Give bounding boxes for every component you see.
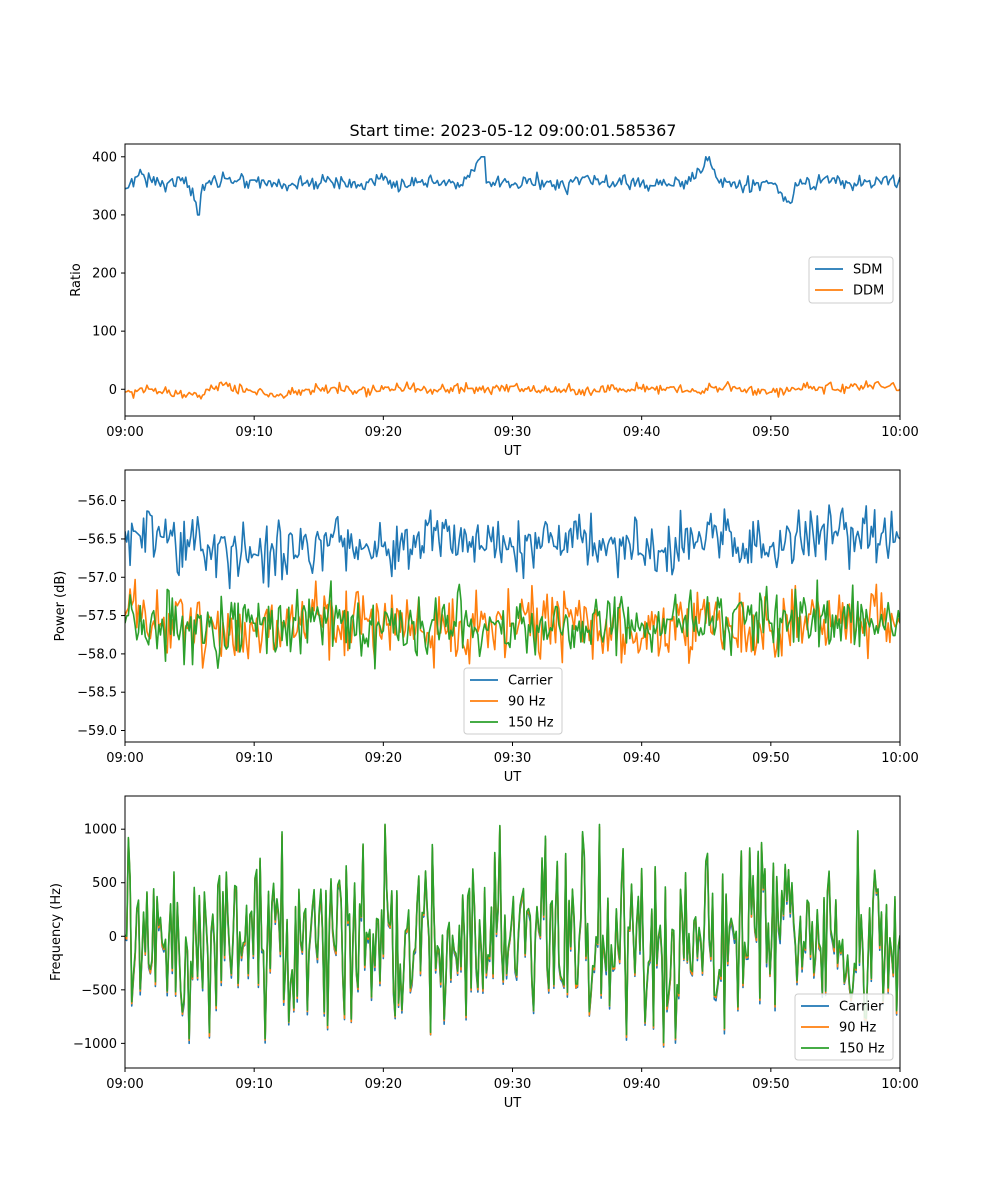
x-tick-label: 09:30	[494, 1077, 531, 1092]
x-tick-label: 09:20	[365, 1077, 402, 1092]
legend-label: Carrier	[839, 1000, 884, 1015]
chart-panel-1: 09:00 09:10 09:20 09:30 09:40 09:50 10:00 UT 0 10…	[69, 143, 919, 459]
y-tick-label: −1000	[73, 1037, 117, 1052]
chart-panel-3: 09:00 09:10 09:20 09:30 09:40 09:50 10:00 UT −10…	[49, 795, 919, 1111]
x-tick-label: 09:10	[235, 751, 272, 766]
series-line-150-hz	[125, 823, 900, 1044]
legend-label: 150 Hz	[508, 716, 554, 731]
x-axis-label: UT	[504, 1096, 522, 1111]
legend: Carrier 90 Hz 150 Hz	[794, 993, 894, 1061]
chart-panel-2: 09:00 09:10 09:20 09:30 09:40 09:50 10:00 UT −59…	[53, 469, 919, 785]
figure-title: Start time: 2023-05-12 09:00:01.585367	[350, 121, 677, 140]
x-tick-label: 09:30	[494, 751, 531, 766]
y-tick-label: −500	[81, 983, 117, 998]
legend-label: DDM	[853, 284, 884, 299]
x-axis-label: UT	[504, 444, 522, 459]
x-tick-label: 09:40	[623, 751, 660, 766]
series-line-150-hz	[125, 579, 900, 670]
legend-label: 90 Hz	[839, 1021, 876, 1036]
legend-box	[794, 993, 894, 1061]
y-tick-label: −56.5	[77, 532, 117, 547]
x-tick-label: 10:00	[881, 425, 918, 440]
x-tick-label: 09:40	[623, 1077, 660, 1092]
x-tick-label: 09:50	[752, 425, 789, 440]
y-axis-label: Power (dB)	[53, 571, 68, 642]
legend-box	[463, 667, 563, 735]
y-tick-label: 0	[109, 383, 117, 398]
legend: SDM DDM	[808, 256, 894, 304]
y-tick-label: 300	[92, 208, 117, 223]
y-axis-label: Ratio	[69, 263, 84, 296]
x-tick-label: 10:00	[881, 1077, 918, 1092]
y-tick-label: −58.5	[77, 686, 117, 701]
legend-label: SDM	[853, 263, 882, 278]
legend: Carrier 90 Hz 150 Hz	[463, 667, 563, 735]
x-tick-label: 09:00	[106, 425, 143, 440]
y-tick-label: −57.0	[77, 571, 117, 586]
x-tick-label: 09:50	[752, 1077, 789, 1092]
series-line-sdm	[125, 155, 900, 216]
legend-label: Carrier	[508, 674, 553, 689]
y-tick-label: 500	[92, 876, 117, 891]
y-tick-label: 400	[92, 150, 117, 165]
y-tick-label: −59.0	[77, 724, 117, 739]
series-line-carrier	[125, 504, 900, 590]
x-tick-label: 10:00	[881, 751, 918, 766]
x-tick-label: 09:10	[235, 1077, 272, 1092]
y-tick-label: 0	[109, 930, 117, 945]
x-axis-label: UT	[504, 770, 522, 785]
x-tick-label: 09:20	[365, 425, 402, 440]
y-tick-label: −57.5	[77, 609, 117, 624]
x-tick-label: 09:50	[752, 751, 789, 766]
panels: 09:00 09:10 09:20 09:30 09:40 09:50 10:00 UT 0 10…	[49, 143, 919, 1111]
y-tick-label: −56.0	[77, 494, 117, 509]
y-tick-label: 200	[92, 267, 117, 282]
y-tick-label: −58.0	[77, 647, 117, 662]
x-tick-label: 09:00	[106, 1077, 143, 1092]
y-tick-label: 100	[92, 325, 117, 340]
legend-label: 150 Hz	[839, 1042, 885, 1057]
x-tick-label: 09:00	[106, 751, 143, 766]
x-tick-label: 09:10	[235, 425, 272, 440]
y-tick-label: 1000	[84, 823, 117, 838]
x-tick-label: 09:20	[365, 751, 402, 766]
series-line-ddm	[125, 380, 900, 400]
x-tick-label: 09:30	[494, 425, 531, 440]
legend-label: 90 Hz	[508, 695, 545, 710]
y-axis-label: Frequency (Hz)	[49, 883, 64, 981]
x-tick-label: 09:40	[623, 425, 660, 440]
